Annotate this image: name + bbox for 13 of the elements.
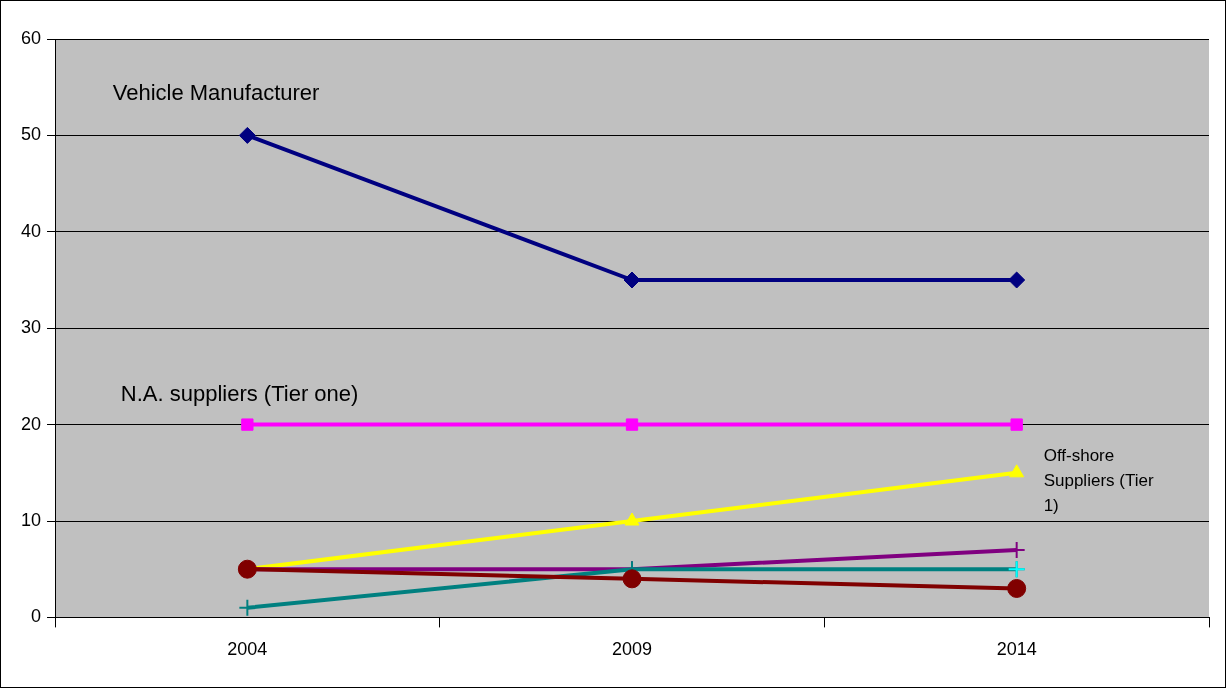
y-tick-label: 50 [20,124,42,145]
y-tick-label: 10 [20,509,42,530]
y-tick-label: 20 [20,413,42,434]
y-tick-label: 30 [20,317,42,338]
y-tick-label: 60 [20,27,42,48]
y-tick-label: 0 [31,606,42,627]
annotation: Off-shore Suppliers (Tier 1) [1043,446,1154,516]
x-tick-label: 2004 [227,639,268,660]
y-tick-label: 40 [20,220,42,241]
x-tick-label: 2009 [611,639,653,660]
x-tick-label: 2014 [996,639,1037,660]
annotation: N.A. suppliers (Tier one) [120,380,359,406]
annotation: Vehicle Manufacturer [112,80,320,106]
